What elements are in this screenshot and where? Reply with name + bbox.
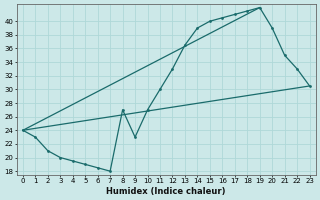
X-axis label: Humidex (Indice chaleur): Humidex (Indice chaleur) xyxy=(107,187,226,196)
